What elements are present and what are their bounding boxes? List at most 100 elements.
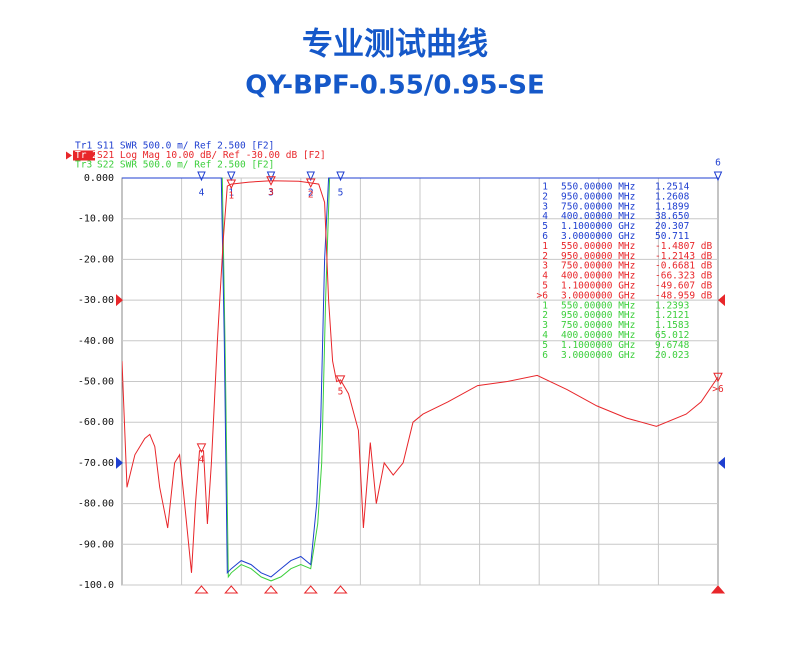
marker-frequency: 950.00000 MHz [561,251,635,262]
traces [122,177,719,582]
marker-label: 4 [199,454,205,465]
marker-trace [196,443,207,454]
ref-marker-right [718,294,725,307]
marker-reading: -66.323 dB [655,271,712,282]
marker-number: 4 [542,211,548,222]
marker-frequency: 3.0000000 GHz [561,350,635,361]
trace-line [122,177,718,582]
trace-description: S11 SWR 500.0 m/ Ref 2.500 [F2] [97,141,274,152]
marker-top [306,171,315,182]
marker-bottom [194,585,209,594]
marker-bottom [263,585,279,594]
marker-number: 4 [542,330,548,341]
marker-label: 3 [268,188,274,199]
marker-bottom [333,585,348,594]
marker-number: 3 [542,261,548,272]
marker-reading: 1.2393 [655,300,689,311]
marker-reading: 65.012 [655,330,689,341]
active-arrow [66,151,72,160]
marker-reading: -48.959 dB [655,290,712,301]
marker-trace [305,178,316,189]
marker-label: 3 [268,187,274,198]
marker-top [197,171,206,182]
marker-frequency: 750.00000 MHz [561,261,635,272]
y-tick-label: -50.00 [78,377,114,388]
marker-label: 4 [199,188,205,199]
marker-label: 2 [308,189,314,200]
marker-frequency: 1.1000000 GHz [561,340,635,351]
marker-number: 2 [542,191,548,202]
y-tick-label: -80.00 [78,499,114,510]
marker-reading: -1.4807 dB [655,241,712,252]
marker-frequency: 400.00000 MHz [561,211,635,222]
marker-top [227,171,236,182]
marker-reading: -0.6681 dB [655,261,712,272]
y-tick-label: -20.00 [78,254,114,265]
marker-frequency: 1.1000000 GHz [561,281,635,292]
marker-number: 1 [542,241,548,252]
marker-frequency: 750.00000 MHz [561,201,635,212]
marker-number: 6 [542,231,548,242]
marker-frequency: 950.00000 MHz [561,191,635,202]
trace-name: Tr3 [75,160,92,171]
marker-reading: -49.607 dB [655,281,712,292]
marker-trace [713,372,723,383]
active-badge [73,150,95,161]
marker-bottom [224,585,239,594]
marker-number: 3 [542,201,548,212]
marker-label: >6 [712,384,724,395]
marker-frequency: 3.0000000 GHz [561,231,635,242]
marker-label: 1 [228,191,234,202]
ref-marker-left [116,294,123,307]
marker-label: 2 [308,188,314,199]
marker-number: 5 [542,281,548,292]
marker-label: 6 [715,158,721,169]
marker-bottom [710,585,726,594]
marker-frequency: 550.00000 MHz [561,241,635,252]
marker-number: 2 [542,310,548,321]
marker-reading: 1.2121 [655,310,690,321]
y-tick-label: -90.00 [78,539,114,550]
marker-reading: 1.1583 [655,320,689,331]
y-tick-label: -40.00 [78,336,114,347]
trace-description: S22 SWR 500.0 m/ Ref 2.500 [F2] [97,160,274,171]
trace-line [122,180,719,573]
y-tick-label: -100.0 [78,580,114,591]
y-tick-label: 0.000 [84,173,114,184]
marker-label: 5 [338,188,344,199]
marker-reading: 1.1899 [655,201,690,212]
marker-top [713,171,723,182]
marker-frequency: 550.00000 MHz [561,182,635,193]
marker-frequency: 400.00000 MHz [561,330,635,341]
y-tick-label: -10.00 [78,214,114,225]
marker-number: 1 [542,182,548,193]
y-tick-label: -70.00 [78,458,114,469]
trace-line [122,177,718,578]
marker-frequency: 750.00000 MHz [561,320,635,331]
marker-trace [226,179,237,190]
marker-frequency: 1.1000000 GHz [561,221,635,232]
ref-marker-left [116,456,123,469]
marker-reading: 1.2514 [655,182,690,193]
marker-label: 5 [338,386,344,397]
trace-name: Tr 2 [75,150,98,161]
marker-number: 1 [542,300,548,311]
chart-subtitle: QY-BPF-0.55/0.95-SE [245,71,545,101]
marker-trace [335,375,346,386]
marker-number: 4 [542,271,548,282]
marker-frequency: 400.00000 MHz [561,271,635,282]
marker-number: 6 [542,350,548,361]
trace-description: S21 Log Mag 10.00 dB/ Ref -30.00 dB [F2] [97,150,326,161]
marker-frequency: 950.00000 MHz [561,310,635,321]
marker-reading: 50.711 [655,231,690,242]
marker-reading: 20.307 [655,221,689,232]
marker-number: 3 [542,320,548,331]
marker-number: 2 [542,251,548,262]
y-tick-label: -30.00 [78,295,114,306]
marker-bottom [303,585,318,594]
marker-reading: 38.650 [655,211,690,222]
marker-number: 5 [542,221,548,232]
trace-name: Tr1 [75,141,92,152]
marker-reading: 1.2608 [655,191,690,202]
